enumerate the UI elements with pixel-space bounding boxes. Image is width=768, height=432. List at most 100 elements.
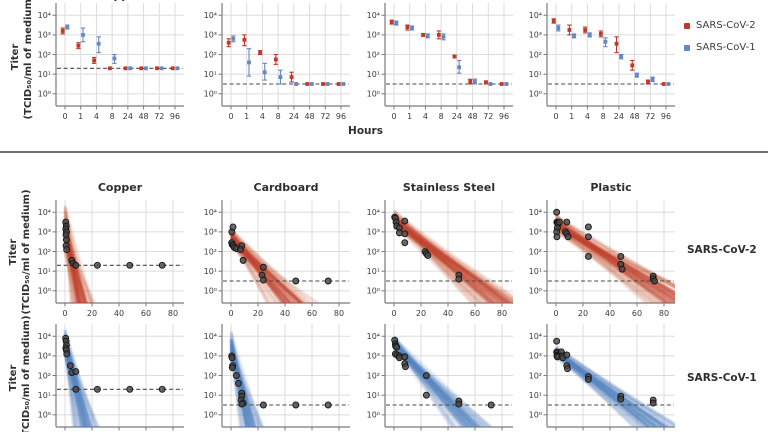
svg-text:10⁰: 10⁰ — [529, 90, 542, 99]
svg-text:10⁴: 10⁴ — [204, 332, 217, 341]
y-axis-label-line1: Titer — [8, 364, 19, 392]
svg-text:0: 0 — [391, 309, 396, 318]
svg-text:4: 4 — [260, 112, 265, 121]
surface-title-copper: Copper — [97, 181, 143, 194]
svg-text:10²: 10² — [38, 50, 51, 59]
panel-decay-stainless-steel-sars2: 0 20 40 60 80 10⁰ 10¹ 10² 10³ 10⁴ — [355, 198, 517, 326]
svg-text:10⁴: 10⁴ — [529, 11, 542, 20]
svg-text:96: 96 — [170, 112, 180, 121]
surface-title-plastic: Plastic — [590, 181, 632, 194]
legend: SARS-CoV-2 SARS-CoV-1 — [684, 20, 756, 64]
section-divider — [0, 151, 768, 153]
svg-text:10⁰: 10⁰ — [367, 90, 380, 99]
svg-text:10¹: 10¹ — [38, 70, 51, 79]
svg-text:96: 96 — [336, 112, 346, 121]
top-row-title-plastic: Plastic — [547, 0, 675, 2]
svg-text:48: 48 — [304, 112, 314, 121]
svg-text:10¹: 10¹ — [204, 70, 217, 79]
row-label-sars-cov-1: SARS-CoV-1 — [687, 372, 757, 384]
legend-label-sars-cov-2: SARS-CoV-2 — [696, 20, 756, 31]
sars-cov-1-marker-icon — [684, 44, 690, 51]
svg-text:1: 1 — [78, 112, 83, 121]
svg-text:96: 96 — [499, 112, 509, 121]
svg-text:10⁰: 10⁰ — [38, 90, 51, 99]
svg-text:48: 48 — [629, 112, 639, 121]
svg-text:10⁰: 10⁰ — [367, 411, 380, 420]
svg-text:20: 20 — [578, 309, 588, 318]
svg-text:8: 8 — [439, 112, 444, 121]
row-label-sars-cov-2: SARS-CoV-2 — [687, 244, 757, 256]
panel-top-stainless-steel: 0 1 4 8 24 48 72 96 10⁰ 10¹ 10² 10³ 10⁴ — [355, 1, 517, 129]
svg-text:10⁴: 10⁴ — [38, 11, 51, 20]
svg-text:96: 96 — [661, 112, 671, 121]
panel-top-cardboard: 0 1 4 8 24 48 72 96 10⁰ 10¹ 10² 10³ 10⁴ — [192, 1, 354, 129]
svg-text:80: 80 — [659, 309, 669, 318]
y-axis-label-line1: Titer — [10, 43, 21, 71]
svg-text:10⁴: 10⁴ — [367, 11, 380, 20]
svg-text:40: 40 — [280, 309, 290, 318]
svg-text:10⁰: 10⁰ — [367, 287, 380, 296]
svg-text:80: 80 — [168, 309, 178, 318]
sars-cov-2-marker-icon — [684, 22, 690, 29]
svg-text:10⁰: 10⁰ — [204, 90, 217, 99]
svg-text:80: 80 — [334, 309, 344, 318]
svg-text:1: 1 — [407, 112, 412, 121]
svg-text:10³: 10³ — [38, 352, 51, 361]
svg-text:10²: 10² — [204, 247, 217, 256]
panel-top-copper: 0 1 4 8 24 48 72 96 10⁰ 10¹ 10² 10³ 10⁴ — [26, 1, 188, 129]
svg-text:10³: 10³ — [367, 352, 380, 361]
svg-text:10²: 10² — [367, 371, 380, 380]
svg-text:60: 60 — [307, 309, 317, 318]
svg-text:10⁴: 10⁴ — [204, 11, 217, 20]
svg-text:10³: 10³ — [529, 31, 542, 40]
svg-text:0: 0 — [553, 309, 558, 318]
svg-text:10⁰: 10⁰ — [529, 287, 542, 296]
svg-text:10⁴: 10⁴ — [367, 208, 380, 217]
svg-text:80: 80 — [497, 309, 507, 318]
svg-text:40: 40 — [443, 309, 453, 318]
panel-decay-cardboard-sars2: 0 20 40 60 80 10⁰ 10¹ 10² 10³ 10⁴ — [192, 198, 354, 326]
svg-text:10⁴: 10⁴ — [367, 332, 380, 341]
panel-decay-copper-sars2: 0 20 40 60 80 10⁰ 10¹ 10² 10³ 10⁴ — [26, 198, 188, 326]
svg-text:72: 72 — [154, 112, 164, 121]
panel-decay-plastic-sars2: 0 20 40 60 80 10⁰ 10¹ 10² 10³ 10⁴ — [517, 198, 679, 326]
svg-text:10¹: 10¹ — [367, 267, 380, 276]
legend-item-sars-cov-2: SARS-CoV-2 — [684, 20, 756, 31]
svg-text:10²: 10² — [204, 371, 217, 380]
svg-text:48: 48 — [467, 112, 477, 121]
hours-axis-label: Hours — [348, 125, 383, 137]
svg-text:60: 60 — [632, 309, 642, 318]
svg-text:40: 40 — [605, 309, 615, 318]
svg-text:20: 20 — [253, 309, 263, 318]
svg-text:10¹: 10¹ — [204, 391, 217, 400]
svg-text:10³: 10³ — [204, 352, 217, 361]
svg-text:48: 48 — [138, 112, 148, 121]
svg-text:10³: 10³ — [38, 228, 51, 237]
svg-text:10²: 10² — [204, 50, 217, 59]
svg-text:8: 8 — [110, 112, 115, 121]
top-row-title-copper: Copper — [56, 0, 184, 2]
svg-text:72: 72 — [320, 112, 330, 121]
svg-text:1: 1 — [569, 112, 574, 121]
svg-text:20: 20 — [87, 309, 97, 318]
svg-text:10³: 10³ — [529, 352, 542, 361]
svg-text:24: 24 — [123, 112, 133, 121]
svg-text:72: 72 — [645, 112, 655, 121]
svg-text:10¹: 10¹ — [367, 391, 380, 400]
svg-text:10¹: 10¹ — [204, 267, 217, 276]
svg-text:24: 24 — [452, 112, 462, 121]
svg-text:0: 0 — [391, 112, 396, 121]
top-row-title-cardboard: Cardboard — [222, 0, 350, 2]
svg-text:10³: 10³ — [367, 31, 380, 40]
svg-text:10³: 10³ — [529, 228, 542, 237]
svg-text:72: 72 — [483, 112, 493, 121]
svg-text:10³: 10³ — [204, 228, 217, 237]
surface-title-stainless-steel: Stainless Steel — [402, 181, 496, 194]
svg-text:10⁴: 10⁴ — [204, 208, 217, 217]
svg-text:10¹: 10¹ — [529, 70, 542, 79]
svg-text:10²: 10² — [38, 371, 51, 380]
surface-title-cardboard: Cardboard — [253, 181, 319, 194]
svg-text:0: 0 — [553, 112, 558, 121]
